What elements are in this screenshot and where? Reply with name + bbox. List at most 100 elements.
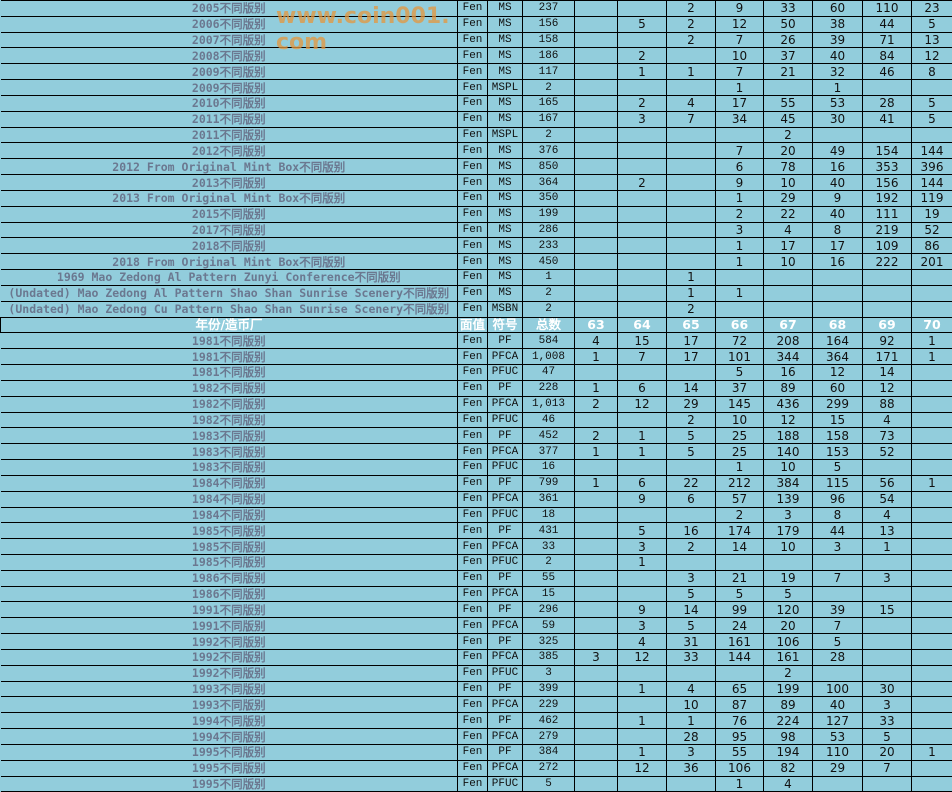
table-cell[interactable]: 87 — [715, 696, 764, 714]
table-cell[interactable]: 436 — [763, 395, 813, 413]
row-label-cell[interactable]: 1994不同版别 — [0, 728, 458, 745]
table-cell[interactable] — [911, 269, 952, 286]
table-cell[interactable]: 10 — [715, 411, 764, 429]
row-label-cell[interactable]: 2018不同版别 — [0, 237, 458, 255]
table-cell[interactable]: 21 — [715, 569, 764, 587]
table-cell[interactable]: 144 — [715, 648, 764, 666]
table-cell[interactable]: PFCA — [487, 538, 523, 555]
table-cell[interactable]: 5 — [763, 585, 813, 603]
table-cell[interactable] — [911, 459, 952, 476]
row-label-cell[interactable]: 1993不同版别 — [0, 680, 458, 698]
table-cell[interactable]: 850 — [522, 158, 575, 176]
table-cell[interactable]: 233 — [522, 237, 575, 255]
table-cell[interactable]: 2 — [666, 31, 716, 49]
table-cell[interactable] — [617, 0, 667, 17]
table-cell[interactable] — [574, 63, 618, 81]
row-label-cell[interactable]: (Undated) Mao Zedong Cu Pattern Shao Sha… — [0, 300, 458, 318]
table-cell[interactable]: 188 — [763, 427, 813, 445]
table-cell[interactable]: 7 — [715, 142, 764, 160]
table-cell[interactable]: 384 — [763, 474, 813, 492]
table-cell[interactable]: 364 — [812, 348, 863, 366]
table-cell[interactable]: 361 — [522, 490, 575, 508]
row-label-cell[interactable]: 1982不同版别 — [0, 379, 458, 397]
row-label-cell[interactable]: 2010不同版别 — [0, 94, 458, 112]
table-cell[interactable] — [574, 664, 618, 682]
table-cell[interactable]: 10 — [763, 174, 813, 191]
table-cell[interactable]: 1 — [812, 79, 863, 96]
table-cell[interactable] — [666, 189, 716, 207]
table-cell[interactable]: 222 — [862, 253, 912, 271]
table-cell[interactable]: 5 — [911, 94, 952, 112]
row-label-cell[interactable]: 2013不同版别 — [0, 174, 458, 191]
row-label-cell[interactable]: 2007不同版别 — [0, 31, 458, 49]
table-cell[interactable]: Fen — [457, 553, 488, 571]
table-cell[interactable]: 156 — [522, 15, 575, 33]
row-label-cell[interactable]: 2008不同版别 — [0, 47, 458, 65]
table-cell[interactable]: 55 — [763, 94, 813, 112]
table-cell[interactable]: 1 — [911, 332, 952, 350]
table-cell[interactable] — [911, 395, 952, 413]
table-cell[interactable]: 3 — [617, 617, 667, 635]
table-cell[interactable] — [574, 269, 618, 286]
table-cell[interactable]: 219 — [862, 221, 912, 239]
table-cell[interactable]: 1 — [666, 269, 716, 286]
table-cell[interactable]: 2 — [666, 411, 716, 429]
table-cell[interactable]: 总数 — [522, 316, 575, 334]
row-label-cell[interactable]: 2005不同版别 — [0, 0, 458, 17]
table-cell[interactable]: 2 — [763, 126, 813, 144]
table-cell[interactable]: 71 — [862, 31, 912, 49]
table-cell[interactable] — [666, 142, 716, 160]
table-cell[interactable]: 28 — [666, 728, 716, 745]
table-cell[interactable]: 4 — [862, 411, 912, 429]
table-cell[interactable]: Fen — [457, 110, 488, 128]
table-cell[interactable]: 2 — [617, 174, 667, 191]
table-cell[interactable]: 1 — [617, 63, 667, 81]
table-cell[interactable]: PFCA — [487, 617, 523, 635]
table-cell[interactable]: 46 — [522, 411, 575, 429]
table-cell[interactable] — [666, 158, 716, 176]
table-cell[interactable]: 4 — [763, 221, 813, 239]
table-cell[interactable]: MS — [487, 15, 523, 33]
table-cell[interactable]: MS — [487, 205, 523, 223]
table-cell[interactable]: MS — [487, 110, 523, 128]
table-cell[interactable]: 7 — [812, 569, 863, 587]
table-cell[interactable] — [574, 633, 618, 650]
table-cell[interactable] — [574, 696, 618, 714]
table-cell[interactable] — [574, 0, 618, 17]
table-cell[interactable]: 符号 — [487, 316, 523, 334]
table-cell[interactable]: PFCA — [487, 490, 523, 508]
table-cell[interactable]: 8 — [812, 506, 863, 524]
table-cell[interactable]: 45 — [763, 110, 813, 128]
table-cell[interactable] — [666, 126, 716, 144]
table-cell[interactable]: MS — [487, 284, 523, 302]
table-cell[interactable]: 7 — [617, 348, 667, 366]
table-cell[interactable]: 140 — [763, 443, 813, 461]
table-cell[interactable]: 164 — [812, 332, 863, 350]
row-label-cell[interactable]: 1981不同版别 — [0, 348, 458, 366]
table-cell[interactable]: Fen — [457, 221, 488, 239]
row-label-cell[interactable]: 1986不同版别 — [0, 585, 458, 603]
table-cell[interactable] — [574, 759, 618, 777]
table-cell[interactable]: Fen — [457, 490, 488, 508]
row-label-cell[interactable]: 1991不同版别 — [0, 601, 458, 619]
table-cell[interactable]: 59 — [522, 617, 575, 635]
table-cell[interactable]: Fen — [457, 648, 488, 666]
table-cell[interactable] — [574, 79, 618, 96]
table-cell[interactable] — [574, 142, 618, 160]
row-label-cell[interactable]: 1983不同版别 — [0, 427, 458, 445]
table-cell[interactable]: 1 — [617, 743, 667, 761]
table-cell[interactable] — [862, 664, 912, 682]
table-cell[interactable]: 10 — [763, 459, 813, 476]
table-cell[interactable] — [911, 601, 952, 619]
table-cell[interactable]: PF — [487, 743, 523, 761]
table-cell[interactable]: Fen — [457, 775, 488, 792]
table-cell[interactable]: 18 — [522, 506, 575, 524]
table-cell[interactable]: 296 — [522, 601, 575, 619]
table-cell[interactable]: 8 — [911, 63, 952, 81]
table-cell[interactable]: 26 — [763, 31, 813, 49]
table-cell[interactable]: 82 — [763, 759, 813, 777]
table-cell[interactable]: 20 — [763, 142, 813, 160]
table-cell[interactable]: 20 — [862, 743, 912, 761]
table-cell[interactable] — [574, 411, 618, 429]
table-cell[interactable]: 12 — [715, 15, 764, 33]
